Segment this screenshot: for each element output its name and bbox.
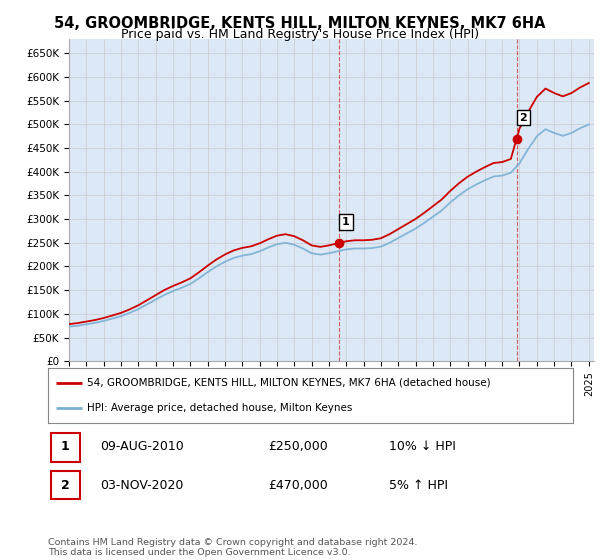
Text: 5% ↑ HPI: 5% ↑ HPI <box>389 479 448 492</box>
Text: £250,000: £250,000 <box>269 440 328 453</box>
Text: 03-NOV-2020: 03-NOV-2020 <box>101 479 184 492</box>
Text: 09-AUG-2010: 09-AUG-2010 <box>101 440 184 453</box>
Text: 2: 2 <box>61 479 70 492</box>
Text: 1: 1 <box>61 440 70 453</box>
Text: 10% ↓ HPI: 10% ↓ HPI <box>389 440 456 453</box>
Text: Price paid vs. HM Land Registry's House Price Index (HPI): Price paid vs. HM Land Registry's House … <box>121 28 479 41</box>
FancyBboxPatch shape <box>50 433 79 461</box>
Text: 54, GROOMBRIDGE, KENTS HILL, MILTON KEYNES, MK7 6HA: 54, GROOMBRIDGE, KENTS HILL, MILTON KEYN… <box>54 16 546 31</box>
Text: 1: 1 <box>342 217 350 227</box>
Text: 54, GROOMBRIDGE, KENTS HILL, MILTON KEYNES, MK7 6HA (detached house): 54, GROOMBRIDGE, KENTS HILL, MILTON KEYN… <box>88 378 491 388</box>
Text: £470,000: £470,000 <box>269 479 328 492</box>
Text: HPI: Average price, detached house, Milton Keynes: HPI: Average price, detached house, Milt… <box>88 403 353 413</box>
Text: 2: 2 <box>520 113 527 123</box>
FancyBboxPatch shape <box>50 471 79 500</box>
Text: Contains HM Land Registry data © Crown copyright and database right 2024.
This d: Contains HM Land Registry data © Crown c… <box>48 538 418 557</box>
